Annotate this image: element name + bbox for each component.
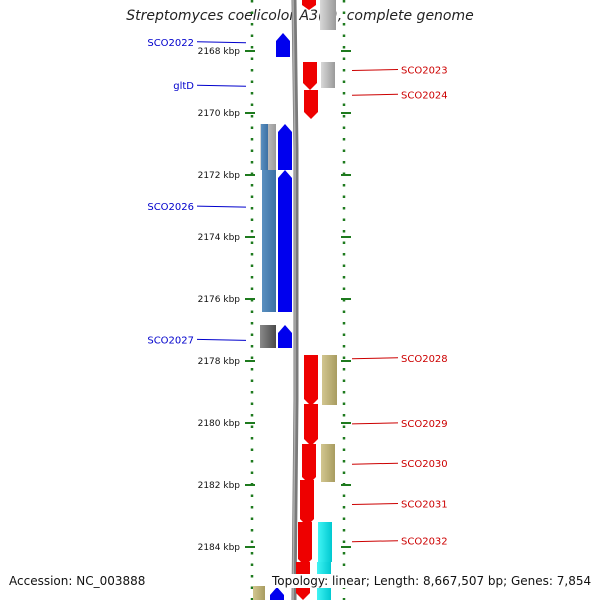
cds-arrow-gltd [278,124,292,170]
gene-labels: SCO2022 gltD SCO2026 SCO2027 SCO2023 SCO2024 S… [147,38,447,548]
leader-line-gltd [196,84,247,87]
map-title: Streptomyces coelicolor A3(2), complete … [126,8,474,24]
cds-arrow-sco2028 [304,355,318,406]
topology-label: Topology: linear; Length: 8,667,507 bp; … [271,574,593,588]
shade-bar-sco2030 [321,444,335,482]
accession-label: Accession: NC_003888 [8,574,147,588]
leader-line-sco2030 [351,462,399,465]
tick-label: 2178 kbp [198,357,241,367]
leader-line-sco2027 [196,338,247,341]
leader-line-sco2028 [351,357,399,360]
tick-label: 2180 kbp [198,419,241,429]
cds-arrow-sco2032 [298,522,312,566]
scale-ticks: 2168 kbp 2170 kbp 2172 kbp 2174 kbp 2176 kbp… [198,47,351,553]
cds-arrow-sco2027 [278,325,292,348]
tick-label: 2174 kbp [198,233,241,243]
cds-arrow-top [302,0,316,10]
gene-label-sco2031: SCO2031 [401,500,448,511]
gene-label-sco2024: SCO2024 [401,90,448,101]
cds-arrow-sco2026 [278,170,292,312]
gene-label-sco2027: SCO2027 [147,335,194,346]
leader-line-sco2024 [351,93,399,96]
shade-bar-sco2028 [322,355,337,405]
gene-label-sco2026: SCO2026 [147,202,194,213]
shade-bar-sco2023 [321,62,335,88]
shade-bar-top [320,0,336,30]
tick-label: 2172 kbp [198,171,241,181]
cds-arrow-sco2024 [304,90,318,119]
gene-label-sco2032: SCO2032 [401,537,448,548]
leader-line-sco2022 [196,41,247,44]
leader-line-sco2026 [196,205,247,208]
shade-bar-gltd-steel [261,124,268,170]
leader-line-sco2029 [351,422,399,425]
cds-arrow-sco2031 [300,480,314,526]
shade-bar-sco2027 [260,325,276,348]
cds-arrow-sco2030 [302,444,316,484]
backbone-line [291,0,299,600]
gene-label-sco2028: SCO2028 [401,354,448,365]
gene-label-sco2023: SCO2023 [401,66,448,77]
cds-arrow-bottom [270,587,284,600]
backbone-highlight [292,0,296,600]
tick-label: 2170 kbp [198,109,241,119]
tick-label: 2182 kbp [198,481,241,491]
gene-label-sco2022: SCO2022 [147,38,194,49]
tick-label: 2168 kbp [198,47,241,57]
shade-bar-sco2026 [262,170,276,312]
gene-label-sco2029: SCO2029 [401,419,448,430]
cds-arrow-sco2023 [303,62,317,90]
shade-bar-bottom-left [253,586,265,600]
tick-label: 2184 kbp [198,543,241,553]
tick-label: 2176 kbp [198,295,241,305]
cds-arrow-sco2029 [304,404,318,446]
leader-line-sco2023 [351,69,399,71]
gene-features [253,0,337,600]
genome-backbone [291,0,299,600]
gene-label-gltd: gltD [173,81,194,92]
shade-bar-sco2032 [318,522,332,562]
leader-line-sco2031 [351,503,399,505]
gene-label-sco2030: SCO2030 [401,459,448,470]
leader-line-sco2032 [351,540,399,543]
cds-arrow-sco2022 [276,33,290,57]
